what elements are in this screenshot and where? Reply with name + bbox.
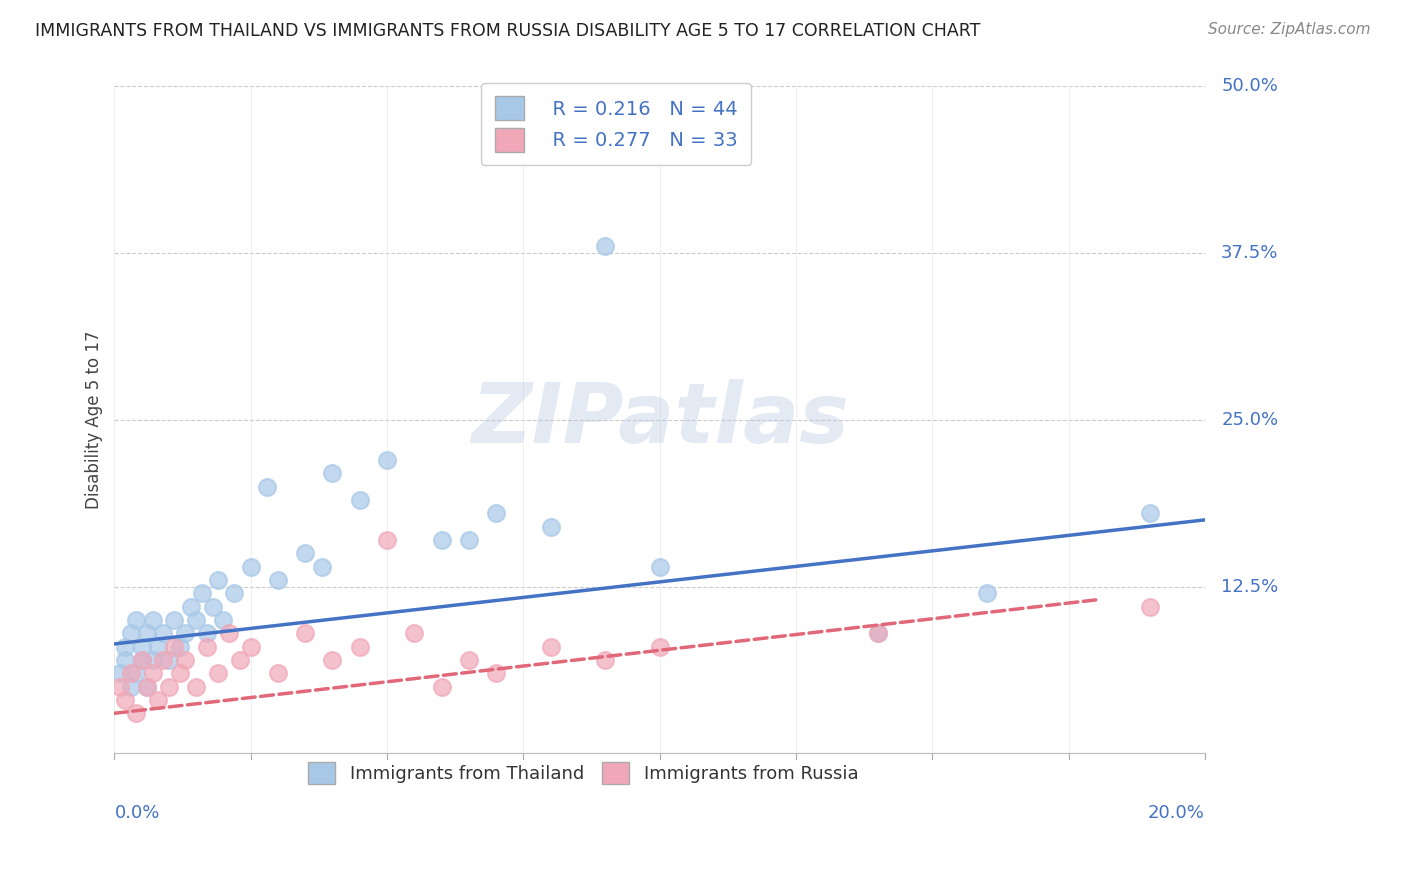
Point	[114, 693, 136, 707]
Point	[108, 666, 131, 681]
Point	[648, 559, 671, 574]
Text: 25.0%: 25.0%	[1222, 411, 1278, 429]
Point	[120, 666, 142, 681]
Point	[186, 680, 208, 694]
Point	[120, 626, 142, 640]
Point	[114, 640, 136, 654]
Text: 50.0%: 50.0%	[1222, 78, 1278, 95]
Point	[404, 626, 426, 640]
Point	[136, 626, 159, 640]
Point	[485, 666, 508, 681]
Point	[142, 613, 165, 627]
Point	[1139, 506, 1161, 520]
Point	[866, 626, 889, 640]
Point	[976, 586, 998, 600]
Point	[157, 653, 180, 667]
Point	[349, 640, 371, 654]
Text: IMMIGRANTS FROM THAILAND VS IMMIGRANTS FROM RUSSIA DISABILITY AGE 5 TO 17 CORREL: IMMIGRANTS FROM THAILAND VS IMMIGRANTS F…	[35, 22, 980, 40]
Y-axis label: Disability Age 5 to 17: Disability Age 5 to 17	[86, 331, 103, 509]
Point	[207, 666, 229, 681]
Point	[131, 653, 153, 667]
Point	[540, 519, 562, 533]
Text: 37.5%: 37.5%	[1222, 244, 1278, 262]
Point	[120, 680, 142, 694]
Point	[190, 586, 212, 600]
Point	[457, 653, 479, 667]
Point	[169, 640, 191, 654]
Point	[114, 653, 136, 667]
Point	[1139, 599, 1161, 614]
Point	[146, 640, 169, 654]
Point	[152, 626, 174, 640]
Point	[157, 680, 180, 694]
Point	[321, 467, 343, 481]
Point	[229, 653, 252, 667]
Point	[256, 479, 278, 493]
Text: 12.5%: 12.5%	[1222, 578, 1278, 596]
Point	[321, 653, 343, 667]
Point	[239, 640, 262, 654]
Point	[349, 492, 371, 507]
Point	[163, 613, 186, 627]
Point	[540, 640, 562, 654]
Point	[186, 613, 208, 627]
Point	[131, 653, 153, 667]
Point	[294, 546, 316, 560]
Point	[108, 680, 131, 694]
Point	[239, 559, 262, 574]
Point	[866, 626, 889, 640]
Point	[311, 559, 333, 574]
Point	[375, 533, 398, 547]
Point	[593, 653, 616, 667]
Point	[195, 640, 218, 654]
Point	[142, 666, 165, 681]
Point	[457, 533, 479, 547]
Point	[136, 680, 159, 694]
Point	[294, 626, 316, 640]
Point	[169, 666, 191, 681]
Point	[218, 626, 240, 640]
Point	[125, 613, 148, 627]
Point	[593, 239, 616, 253]
Text: 20.0%: 20.0%	[1147, 804, 1205, 822]
Point	[267, 573, 290, 587]
Point	[174, 653, 197, 667]
Point	[163, 640, 186, 654]
Point	[485, 506, 508, 520]
Point	[125, 666, 148, 681]
Point	[136, 680, 159, 694]
Legend: Immigrants from Thailand, Immigrants from Russia: Immigrants from Thailand, Immigrants fro…	[301, 755, 866, 791]
Point	[375, 453, 398, 467]
Point	[648, 640, 671, 654]
Text: ZIPatlas: ZIPatlas	[471, 379, 849, 460]
Point	[430, 533, 453, 547]
Point	[212, 613, 235, 627]
Point	[430, 680, 453, 694]
Point	[201, 599, 224, 614]
Point	[267, 666, 290, 681]
Point	[152, 653, 174, 667]
Point	[195, 626, 218, 640]
Point	[174, 626, 197, 640]
Text: Source: ZipAtlas.com: Source: ZipAtlas.com	[1208, 22, 1371, 37]
Point	[224, 586, 246, 600]
Point	[125, 706, 148, 721]
Point	[142, 653, 165, 667]
Point	[207, 573, 229, 587]
Point	[131, 640, 153, 654]
Text: 0.0%: 0.0%	[114, 804, 160, 822]
Point	[180, 599, 202, 614]
Point	[146, 693, 169, 707]
